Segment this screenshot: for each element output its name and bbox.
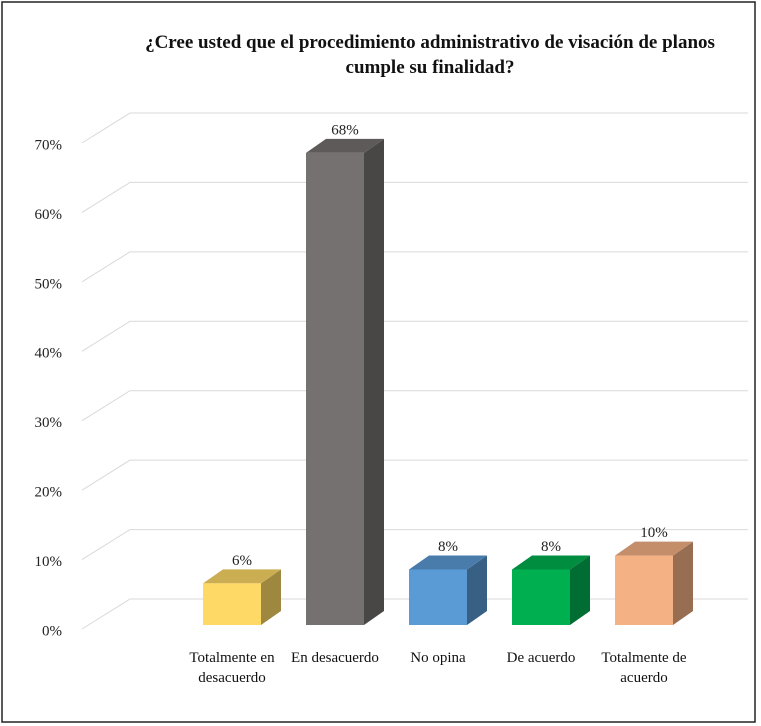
bar-top [615, 541, 693, 556]
x-tick-label: No opina [410, 650, 466, 666]
bar-side [570, 555, 590, 625]
bar-side [467, 555, 487, 625]
bar [306, 152, 364, 625]
bar-top [512, 555, 590, 570]
x-tick-label: De acuerdo [506, 650, 576, 666]
grid-line [81, 251, 748, 283]
x-tick-label: Totalmente de acuerdo [601, 650, 687, 686]
y-tick-label: 30% [35, 415, 63, 431]
y-tick-label: 60% [35, 207, 63, 223]
y-tick-label: 40% [35, 346, 63, 362]
grid-line [81, 181, 748, 213]
bar-side [673, 541, 693, 625]
chart-title: ¿Cree usted que el procedimiento adminis… [145, 32, 715, 78]
bar-top [203, 569, 281, 584]
value-label: 10% [640, 525, 668, 541]
bar-side [261, 569, 281, 625]
bar [512, 569, 570, 625]
bar [615, 555, 673, 625]
y-tick-label: 20% [35, 485, 63, 501]
value-label: 6% [232, 553, 252, 569]
grid-line [81, 529, 748, 560]
value-label: 8% [438, 539, 458, 555]
bar-top [306, 138, 384, 153]
y-tick-label: 10% [35, 554, 63, 570]
x-tick-label: Totalmente en desacuerdo [189, 650, 275, 686]
value-label: 68% [331, 122, 359, 138]
grid-line [81, 390, 748, 422]
y-tick-label: 70% [35, 137, 63, 153]
bar [409, 569, 467, 625]
x-tick-label: En desacuerdo [291, 650, 379, 666]
bar-side [364, 138, 384, 625]
y-tick-label: 50% [35, 276, 63, 292]
bar-top [409, 555, 487, 570]
bar [203, 583, 261, 625]
grid-line [81, 112, 748, 144]
grid-line [81, 459, 748, 491]
value-label: 8% [541, 539, 561, 555]
grid-line [81, 320, 748, 352]
y-tick-label: 0% [42, 623, 62, 639]
